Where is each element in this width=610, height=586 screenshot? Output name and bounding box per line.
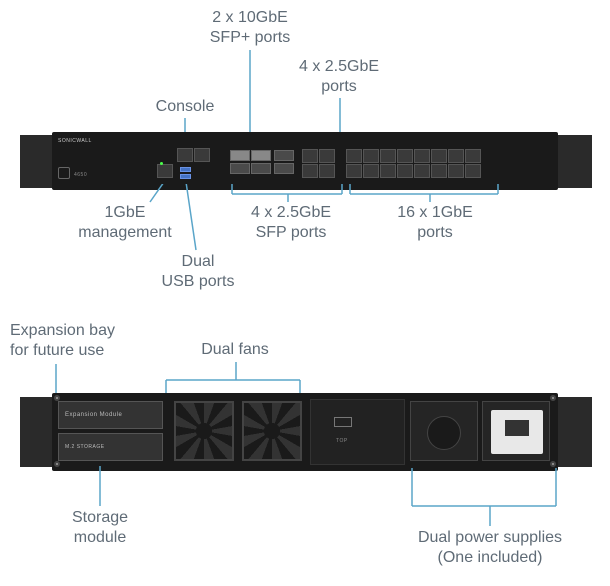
label-25gbe: 4 x 2.5GbE ports (284, 57, 394, 97)
ports-sfp-25g-c (274, 163, 294, 174)
port-aux (194, 148, 210, 162)
mount-ear-right-front (552, 135, 592, 188)
slot-expansion: Expansion Module (58, 401, 163, 429)
expansion-slot-text: Expansion Module (65, 412, 122, 418)
port-usb-1 (180, 167, 191, 172)
psu-bay-2 (410, 401, 478, 461)
device-rear: Expansion Module M.2 STORAGE TOP (52, 393, 558, 471)
label-sfp-25: 4 x 2.5GbE SFP ports (236, 203, 346, 243)
screw-icon (54, 395, 60, 401)
device-front: SONICWALL 4650 (52, 132, 558, 190)
ports-25gbe-top (302, 149, 335, 163)
label-storage: Storage module (50, 508, 150, 548)
mount-ear-right-rear (552, 397, 592, 467)
ports-1gbe-bot (346, 164, 481, 178)
port-usb-2 (180, 174, 191, 179)
screw-icon (550, 461, 556, 467)
storage-slot-text: M.2 STORAGE (65, 444, 105, 450)
fan-2 (242, 401, 302, 461)
ports-25gbe-bot (302, 164, 335, 178)
slot-storage: M.2 STORAGE (58, 433, 163, 461)
port-console (177, 148, 193, 162)
ports-sfp-plus (230, 150, 271, 161)
ports-sfp-25g-b (274, 150, 294, 161)
port-management (157, 164, 173, 178)
label-usb: Dual USB ports (148, 252, 248, 292)
label-fans: Dual fans (180, 340, 290, 360)
label-sfp-plus: 2 x 10GbE SFP+ ports (195, 8, 305, 48)
screw-icon (54, 461, 60, 467)
brand-text: SONICWALL (58, 138, 92, 144)
label-expansion: Expansion bay for future use (10, 321, 160, 361)
label-psu: Dual power supplies (One included) (390, 528, 590, 568)
model-text: 4650 (74, 172, 87, 178)
label-console: Console (145, 97, 225, 117)
ports-1gbe-top (346, 149, 481, 163)
label-1gbe: 16 x 1GbE ports (380, 203, 490, 243)
psu-bay-1 (482, 401, 550, 461)
fan-1 (174, 401, 234, 461)
screw-icon (550, 395, 556, 401)
ports-sfp-25g (230, 163, 271, 174)
label-mgmt: 1GbE management (60, 203, 190, 243)
